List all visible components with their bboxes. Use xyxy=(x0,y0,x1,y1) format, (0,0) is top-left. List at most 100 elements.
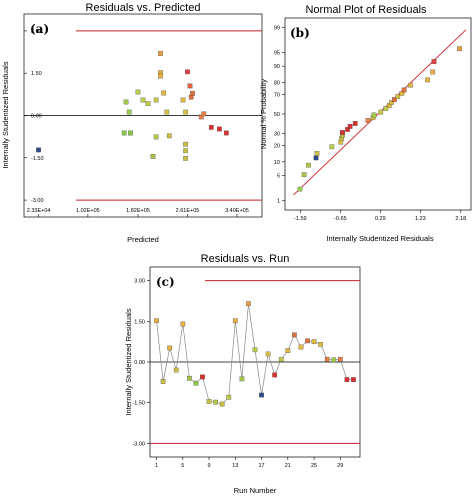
chart-a-point xyxy=(128,130,133,136)
chart-c-point xyxy=(180,321,186,327)
chart-b-ytick-label: 90 xyxy=(274,64,280,70)
chart-c-point xyxy=(239,376,245,382)
chart-b-point xyxy=(306,162,311,168)
chart-a-title: Residuals vs. Predicted xyxy=(86,2,201,14)
chart-b-point xyxy=(431,59,437,64)
chart-a-xlabel: Predicted xyxy=(127,235,159,244)
chart-c-point xyxy=(206,399,212,404)
chart-b-ytick-label: 70 xyxy=(274,92,280,98)
chart-a-point xyxy=(190,91,195,96)
chart-b-ytick-label: 20 xyxy=(274,143,280,149)
chart-c-point xyxy=(232,318,238,324)
chart-b-point xyxy=(340,130,345,135)
chart-a-point xyxy=(140,97,146,103)
chart-a-point xyxy=(183,156,188,161)
chart-c-point xyxy=(160,379,166,384)
chart-c-point xyxy=(167,345,173,351)
chart-b-point xyxy=(425,77,430,83)
chart-a-point xyxy=(217,126,222,132)
chart-a-point xyxy=(126,109,132,115)
chart-c-xtick-label: 21 xyxy=(285,463,291,469)
chart-a-ytick-label: -1.50 xyxy=(31,156,44,162)
chart-c-point xyxy=(173,367,179,373)
chart-a-xtick-label: 2.33E+04 xyxy=(27,208,51,214)
chart-c-point xyxy=(331,357,337,363)
chart-c-point xyxy=(324,356,330,362)
chart-a-point xyxy=(208,124,214,130)
chart-b-point xyxy=(347,124,353,129)
chart-b-point xyxy=(430,69,436,75)
chart-b-ylabel: Normal % Probability xyxy=(259,79,268,149)
chart-c-ytick-label: 0.00 xyxy=(134,360,145,366)
chart-a-point xyxy=(223,130,229,136)
chart-c-series-line xyxy=(156,303,354,405)
chart-a-ytick-label: -3.00 xyxy=(31,198,44,204)
chart-b-xtick-label: -0.65 xyxy=(334,216,347,222)
chart-a-point xyxy=(135,89,141,95)
chart-b-point xyxy=(389,100,394,105)
chart-b-xtick-label: -1.59 xyxy=(294,216,307,222)
chart-a-point xyxy=(183,148,188,154)
chart-c-point xyxy=(272,372,278,378)
chart-a-xtick-label: 1.02E+05 xyxy=(76,208,100,214)
chart-c-xlabel: Run Number xyxy=(234,486,277,495)
chart-b-point xyxy=(329,144,335,150)
chart-b-point xyxy=(395,94,401,99)
chart-b-xtick-label: 0.29 xyxy=(375,216,386,222)
chart-b-point xyxy=(401,87,407,93)
chart-c-point xyxy=(344,377,350,382)
chart-b-point xyxy=(365,118,371,123)
chart-b-title: Normal Plot of Residuals xyxy=(305,4,427,16)
chart-b-ytick-label: 95 xyxy=(274,51,280,57)
chart-a-point xyxy=(161,90,167,96)
chart-a-ytick-label: 3.00 xyxy=(31,29,42,35)
chart-c-point xyxy=(285,348,291,353)
chart-b-point xyxy=(378,109,384,115)
chart-c-point xyxy=(337,356,343,362)
chart-b-point xyxy=(408,82,413,88)
chart-a-panel-label: (a) xyxy=(30,22,49,36)
chart-c-xtick-label: 25 xyxy=(311,463,317,469)
chart-c-point xyxy=(292,332,297,338)
chart-a-point xyxy=(158,73,163,79)
chart-c-point xyxy=(265,351,271,357)
chart-a-point xyxy=(185,69,190,75)
chart-c-point xyxy=(213,399,218,405)
chart-b-ytick-label: 5 xyxy=(277,173,280,179)
chart-a-point xyxy=(36,147,41,153)
chart-c-xtick-label: 5 xyxy=(181,463,184,469)
chart-c-xtick-label: 9 xyxy=(208,463,211,469)
chart-a-point xyxy=(164,109,170,115)
chart-b-point xyxy=(313,155,319,161)
chart-a-point xyxy=(153,134,159,140)
chart-normal-plot: Normal Plot of Residuals (b) Internally … xyxy=(259,4,472,243)
chart-b-ytick-label: 1 xyxy=(277,199,280,205)
chart-c-point xyxy=(351,377,356,382)
chart-c-point xyxy=(305,338,310,344)
chart-a-point xyxy=(158,51,163,56)
chart-c-point xyxy=(278,356,284,362)
chart-a-point xyxy=(201,111,207,117)
chart-c-panel-label: (c) xyxy=(156,275,175,289)
chart-a-ylabel: Internally Studentized Residuals xyxy=(1,61,10,168)
chart-c-point xyxy=(318,342,323,347)
chart-b-xtick-label: 2.18 xyxy=(455,216,466,222)
chart-c-xtick-label: 13 xyxy=(232,463,238,469)
chart-residuals-vs-run: Residuals vs. Run (c) Run Number Interna… xyxy=(124,253,361,495)
chart-c-ylabel: Internally Studentized Residuals xyxy=(124,308,133,415)
chart-c-xtick-label: 1 xyxy=(155,463,158,469)
chart-b-point xyxy=(297,186,303,192)
chart-a-point xyxy=(121,130,127,136)
chart-c-ytick-label: 3.00 xyxy=(134,279,145,285)
chart-a-xtick-label: 3.40E+05 xyxy=(225,208,249,214)
chart-a-point xyxy=(198,114,204,120)
chart-b-point xyxy=(371,112,377,118)
chart-b-point xyxy=(314,151,320,156)
chart-c-point xyxy=(226,394,232,400)
chart-c-point xyxy=(154,318,159,324)
chart-c-point xyxy=(200,374,205,380)
chart-c-point xyxy=(193,380,199,386)
chart-c-xtick-label: 29 xyxy=(337,463,343,469)
chart-b-point xyxy=(301,172,307,178)
chart-c-point xyxy=(259,392,264,398)
